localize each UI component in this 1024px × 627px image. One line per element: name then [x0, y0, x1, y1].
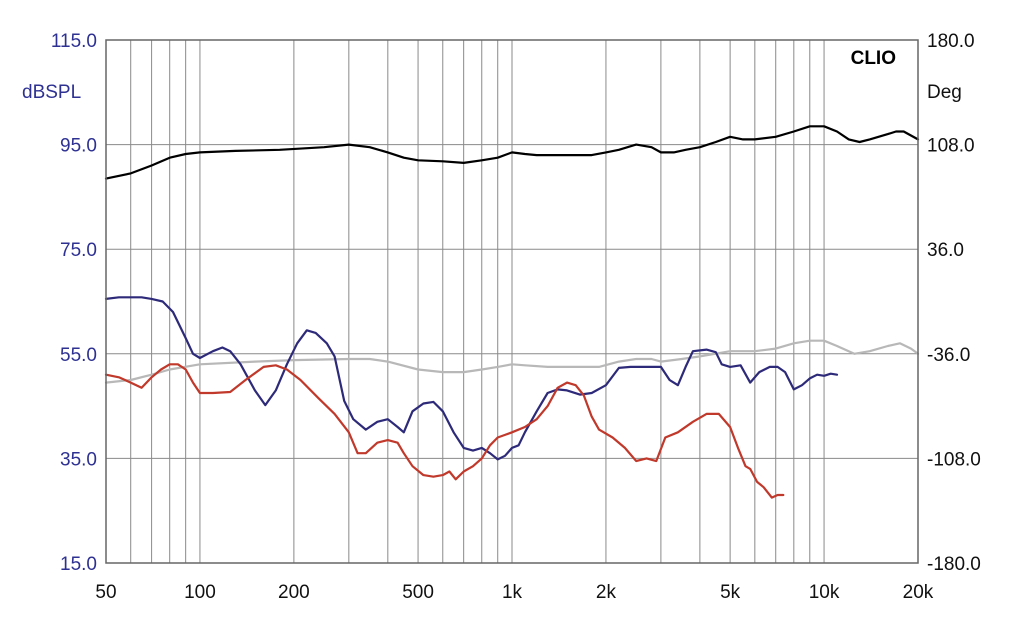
x-tick-label: 200: [278, 582, 310, 603]
plot-frame: [105, 39, 919, 564]
x-tick-label: 2k: [596, 582, 617, 603]
x-tick-label: 20k: [903, 582, 934, 603]
left-tick-label: 35.0: [60, 449, 97, 470]
x-tick-label: 500: [402, 582, 434, 603]
brand-label: CLIO: [851, 48, 896, 69]
series-line-red: [104, 363, 785, 499]
left-tick-label: 15.0: [60, 554, 97, 575]
right-tick-label: -108.0: [927, 449, 981, 470]
series-line-black: [104, 125, 920, 180]
tick-labels: 15.0 35.0 55.0 75.0 95.0 115.0 -180.0 -108.0 -36…: [51, 31, 981, 603]
x-tick-label: 5k: [720, 582, 741, 603]
left-tick-label: 95.0: [60, 136, 97, 157]
series-line-blue: [104, 296, 839, 461]
right-tick-label: -180.0: [927, 554, 981, 575]
right-tick-label: 180.0: [927, 31, 975, 52]
right-tick-label: -36.0: [927, 345, 970, 366]
left-tick-label: 75.0: [60, 240, 97, 261]
left-tick-label: 115.0: [51, 31, 97, 52]
x-tick-label: 10k: [809, 582, 840, 603]
x-tick-label: 100: [184, 582, 216, 603]
left-axis-unit: dBSPL: [22, 82, 81, 103]
right-tick-label: 36.0: [927, 240, 964, 261]
x-tick-label: 50: [95, 582, 116, 603]
right-axis-unit: Deg: [927, 82, 962, 103]
x-tick-label: 1k: [502, 582, 523, 603]
series-lines: [104, 125, 920, 499]
right-tick-label: 108.0: [927, 136, 975, 157]
left-tick-label: 55.0: [60, 345, 97, 366]
series-line-gray: [104, 339, 920, 384]
